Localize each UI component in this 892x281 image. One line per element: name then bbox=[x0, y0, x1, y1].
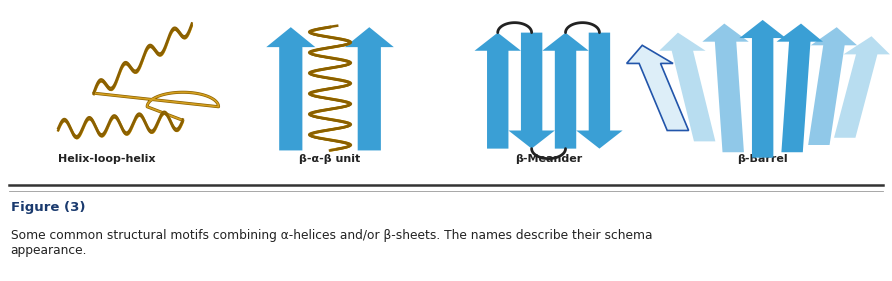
Polygon shape bbox=[627, 45, 689, 130]
Polygon shape bbox=[834, 36, 890, 138]
Polygon shape bbox=[344, 27, 393, 150]
Polygon shape bbox=[808, 27, 857, 145]
Polygon shape bbox=[659, 33, 715, 141]
Text: β-Barrel: β-Barrel bbox=[738, 155, 788, 164]
Text: β-Meander: β-Meander bbox=[515, 155, 582, 164]
Polygon shape bbox=[266, 27, 316, 150]
Polygon shape bbox=[702, 24, 748, 152]
Polygon shape bbox=[475, 33, 521, 149]
Text: Some common structural motifs combining α-helices and/or β-sheets. The names des: Some common structural motifs combining … bbox=[11, 229, 652, 257]
Text: Helix-loop-helix: Helix-loop-helix bbox=[58, 155, 156, 164]
Text: β-α-β unit: β-α-β unit bbox=[300, 155, 360, 164]
Text: Figure (3): Figure (3) bbox=[11, 201, 86, 214]
Polygon shape bbox=[576, 33, 623, 149]
Polygon shape bbox=[627, 45, 689, 130]
Polygon shape bbox=[542, 33, 589, 149]
Polygon shape bbox=[739, 20, 786, 158]
Polygon shape bbox=[508, 33, 555, 149]
Polygon shape bbox=[777, 24, 823, 152]
